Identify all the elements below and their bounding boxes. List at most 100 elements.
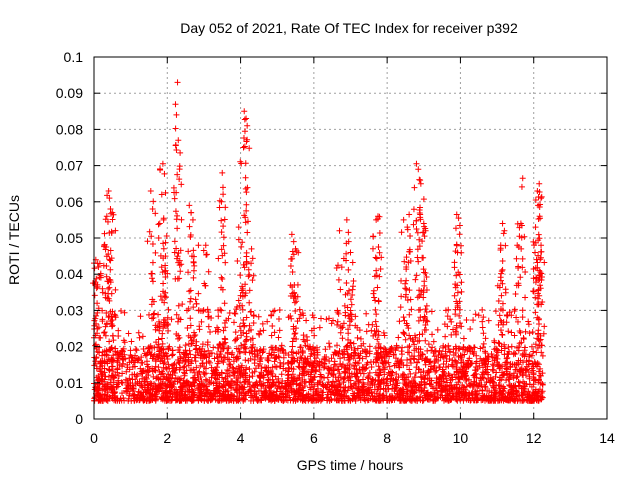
data-point: [445, 392, 452, 399]
data-point: [525, 394, 532, 401]
data-point: [292, 293, 299, 300]
data-point: [158, 191, 165, 198]
data-point: [515, 344, 522, 351]
data-point: [155, 234, 162, 241]
data-point: [521, 233, 528, 240]
data-point: [248, 344, 255, 351]
data-point: [499, 220, 506, 227]
data-point: [172, 142, 179, 149]
data-point: [161, 299, 168, 306]
data-point: [177, 353, 184, 360]
data-point: [495, 339, 502, 346]
data-point: [516, 233, 523, 240]
data-point: [483, 378, 490, 385]
data-point: [187, 351, 194, 358]
data-point: [165, 327, 172, 334]
data-point: [293, 335, 300, 342]
data-point: [452, 328, 459, 335]
data-point: [484, 366, 491, 373]
data-point: [336, 380, 343, 387]
data-point: [537, 282, 544, 289]
data-point: [384, 382, 391, 389]
data-point: [305, 360, 312, 367]
data-point: [174, 79, 181, 86]
data-point: [343, 279, 350, 286]
data-point: [103, 273, 110, 280]
data-points: [90, 79, 548, 404]
data-point: [350, 278, 357, 285]
data-point: [356, 379, 363, 386]
data-point: [396, 364, 403, 371]
data-point: [375, 383, 382, 390]
data-point: [210, 344, 217, 351]
data-point: [454, 302, 461, 309]
data-point: [526, 353, 533, 360]
data-point: [199, 345, 206, 352]
data-point: [536, 267, 543, 274]
data-point: [479, 387, 486, 394]
data-point: [445, 342, 452, 349]
data-point: [126, 359, 133, 366]
data-point: [204, 339, 211, 346]
data-point: [257, 358, 264, 365]
data-point: [541, 259, 548, 266]
data-point: [370, 290, 377, 297]
y-tick-label: 0.05: [56, 230, 83, 246]
data-point: [159, 330, 166, 337]
data-point: [226, 362, 233, 369]
data-point: [453, 211, 460, 218]
data-point: [175, 335, 182, 342]
data-point: [400, 371, 407, 378]
data-point: [453, 381, 460, 388]
data-point: [488, 351, 495, 358]
data-point: [419, 331, 426, 338]
data-point: [414, 246, 421, 253]
data-point: [514, 242, 521, 249]
data-point: [425, 341, 432, 348]
data-point: [538, 193, 545, 200]
data-point: [476, 362, 483, 369]
data-point: [285, 375, 292, 382]
data-point: [418, 378, 425, 385]
data-point: [499, 332, 506, 339]
data-point: [185, 354, 192, 361]
data-point: [120, 395, 127, 402]
data-point: [108, 372, 115, 379]
data-point: [201, 397, 208, 404]
data-point: [401, 258, 408, 265]
data-point: [279, 390, 286, 397]
data-point: [237, 272, 244, 279]
y-tick-label: 0.08: [56, 121, 83, 137]
data-point: [400, 314, 407, 321]
data-point: [423, 326, 430, 333]
data-point: [517, 274, 524, 281]
data-point: [369, 245, 376, 252]
data-point: [335, 351, 342, 358]
data-point: [241, 323, 248, 330]
y-tick-label: 0.02: [56, 339, 83, 355]
data-point: [202, 383, 209, 390]
data-point: [201, 393, 208, 400]
data-point: [299, 384, 306, 391]
data-point: [146, 345, 153, 352]
data-point: [187, 298, 194, 305]
data-point: [278, 345, 285, 352]
data-point: [475, 312, 482, 319]
data-point: [535, 202, 542, 209]
data-point: [287, 397, 294, 404]
data-point: [94, 260, 101, 267]
data-point: [379, 358, 386, 365]
data-point: [332, 363, 339, 370]
data-point: [218, 198, 225, 205]
data-point: [367, 381, 374, 388]
y-tick-label: 0.09: [56, 85, 83, 101]
data-point: [345, 330, 352, 337]
data-point: [452, 284, 459, 291]
data-point: [345, 377, 352, 384]
data-point: [463, 317, 470, 324]
data-point: [406, 366, 413, 373]
data-point: [408, 352, 415, 359]
data-point: [320, 374, 327, 381]
data-point: [368, 363, 375, 370]
data-point: [106, 284, 113, 291]
